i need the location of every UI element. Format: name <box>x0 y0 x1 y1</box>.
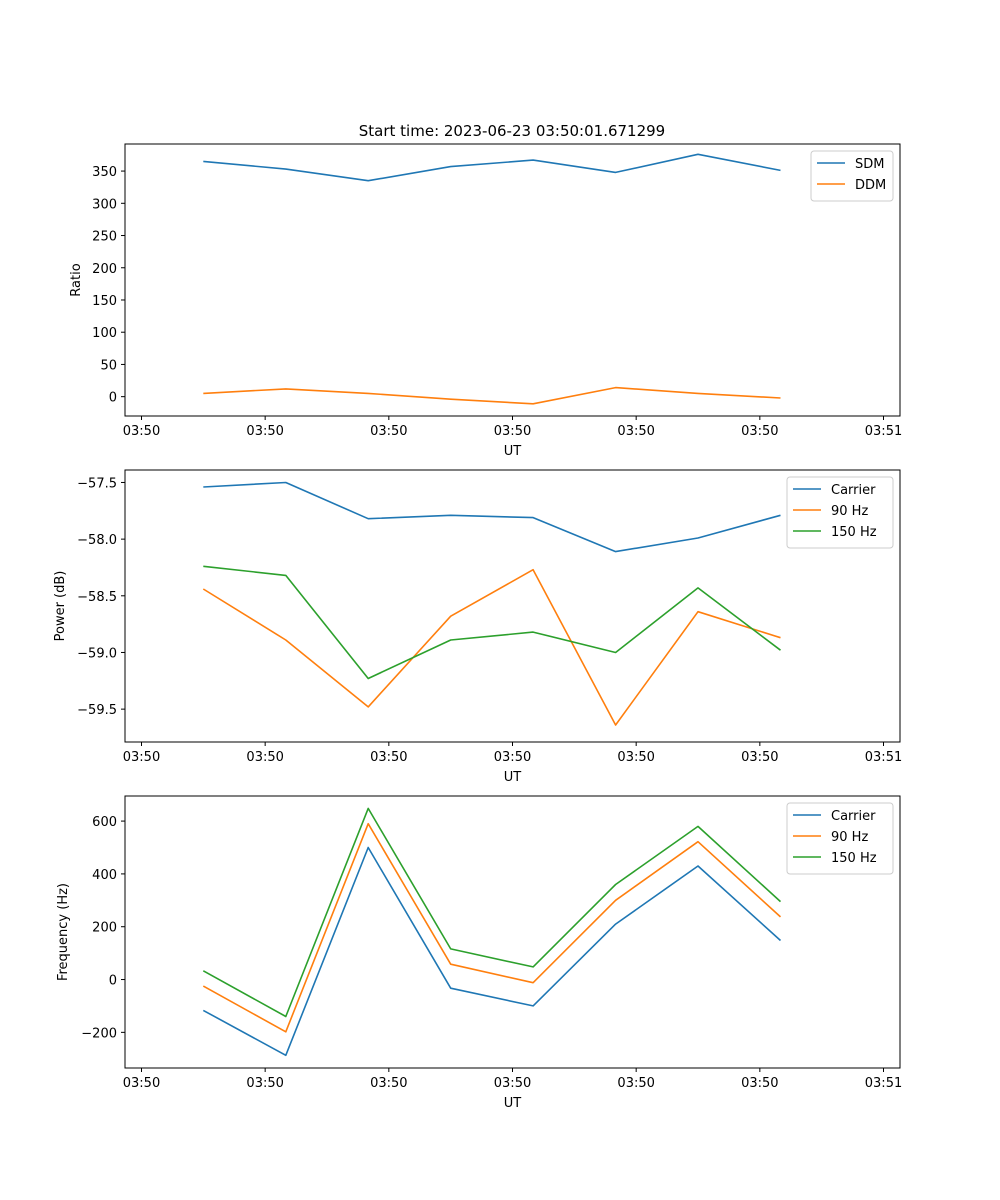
x-tick-label: 03:50 <box>741 424 778 439</box>
x-tick-label: 03:50 <box>617 1076 654 1091</box>
y-tick-label: −58.0 <box>77 533 117 548</box>
x-tick-label: 03:50 <box>246 750 283 765</box>
x-tick-label: 03:50 <box>123 750 160 765</box>
x-tick-label: 03:50 <box>123 424 160 439</box>
y-tick-label: 0 <box>109 974 117 989</box>
chart-panel-3: 03:50 03:50 03:50 03:50 03:50 03:50 03:51 −200 0… <box>56 795 902 1111</box>
legend-label: 90 Hz <box>831 504 868 519</box>
x-tick-label: 03:51 <box>865 750 902 765</box>
y-axis-label: Power (dB) <box>53 571 68 642</box>
legend-label: 150 Hz <box>831 525 877 540</box>
plot-frame <box>124 795 901 1069</box>
series-line-ddm <box>203 386 781 405</box>
x-tick-label: 03:50 <box>617 750 654 765</box>
x-axis-label: UT <box>504 770 522 785</box>
chart-title: Start time: 2023-06-23 03:50:01.671299 <box>359 122 665 140</box>
x-tick-label: 03:50 <box>494 750 531 765</box>
y-tick-label: 100 <box>92 326 117 341</box>
y-tick-label: 350 <box>92 165 117 180</box>
y-tick-label: 600 <box>92 815 117 830</box>
legend: SDM DDM <box>810 150 894 202</box>
series-line-carrier <box>202 846 782 1057</box>
y-tick-label: 50 <box>100 358 117 373</box>
series-line-150-hz <box>203 565 781 680</box>
x-tick-label: 03:51 <box>865 1076 902 1091</box>
x-tick-label: 03:50 <box>370 424 407 439</box>
series-line-90-hz <box>202 822 782 1033</box>
y-tick-label: −58.5 <box>77 590 117 605</box>
plot-frame <box>124 469 901 743</box>
x-tick-label: 03:51 <box>865 424 902 439</box>
y-axis-label: Frequency (Hz) <box>56 883 71 981</box>
x-tick-label: 03:50 <box>741 750 778 765</box>
x-tick-label: 03:50 <box>370 750 407 765</box>
y-tick-label: 200 <box>92 921 117 936</box>
legend-label: 90 Hz <box>831 830 868 845</box>
x-axis-label: UT <box>504 444 522 459</box>
legend: Carrier 90 Hz 150 Hz <box>786 802 894 875</box>
x-tick-label: 03:50 <box>741 1076 778 1091</box>
x-tick-label: 03:50 <box>246 424 283 439</box>
legend-label: Carrier <box>831 809 876 824</box>
x-tick-label: 03:50 <box>617 424 654 439</box>
series-line-carrier <box>203 481 781 553</box>
y-tick-label: −59.5 <box>77 703 117 718</box>
x-tick-label: 03:50 <box>494 424 531 439</box>
x-tick-label: 03:50 <box>123 1076 160 1091</box>
x-axis-label: UT <box>504 1096 522 1111</box>
legend-label: DDM <box>855 178 886 193</box>
legend: Carrier 90 Hz 150 Hz <box>786 476 894 549</box>
y-axis-label: Ratio <box>69 263 84 296</box>
series-line-sdm <box>203 153 781 182</box>
y-tick-label: −57.5 <box>77 476 117 491</box>
chart-panel-2: 03:50 03:50 03:50 03:50 03:50 03:50 03:51 −57.5… <box>53 469 902 785</box>
legend-label: Carrier <box>831 483 876 498</box>
y-tick-label: 150 <box>92 294 117 309</box>
y-tick-label: 0 <box>109 391 117 406</box>
y-tick-label: −200 <box>81 1026 117 1041</box>
x-tick-label: 03:50 <box>246 1076 283 1091</box>
chart-panel-1: 03:50 03:50 03:50 03:50 03:50 03:50 03:51 0 50 10… <box>69 143 902 459</box>
x-tick-label: 03:50 <box>370 1076 407 1091</box>
legend-label: 150 Hz <box>831 851 877 866</box>
legend-label: SDM <box>855 157 884 172</box>
plots-container: 03:50 03:50 03:50 03:50 03:50 03:50 03:51 0 50 10… <box>53 143 902 1111</box>
plot-frame <box>124 143 901 417</box>
x-tick-label: 03:50 <box>494 1076 531 1091</box>
y-tick-label: 400 <box>92 868 117 883</box>
y-tick-label: 200 <box>92 262 117 277</box>
series-line-90-hz <box>202 568 781 726</box>
y-tick-label: 300 <box>92 197 117 212</box>
y-tick-label: 250 <box>92 230 117 245</box>
y-tick-label: −59.0 <box>77 646 117 661</box>
series-line-150-hz <box>202 807 782 1018</box>
